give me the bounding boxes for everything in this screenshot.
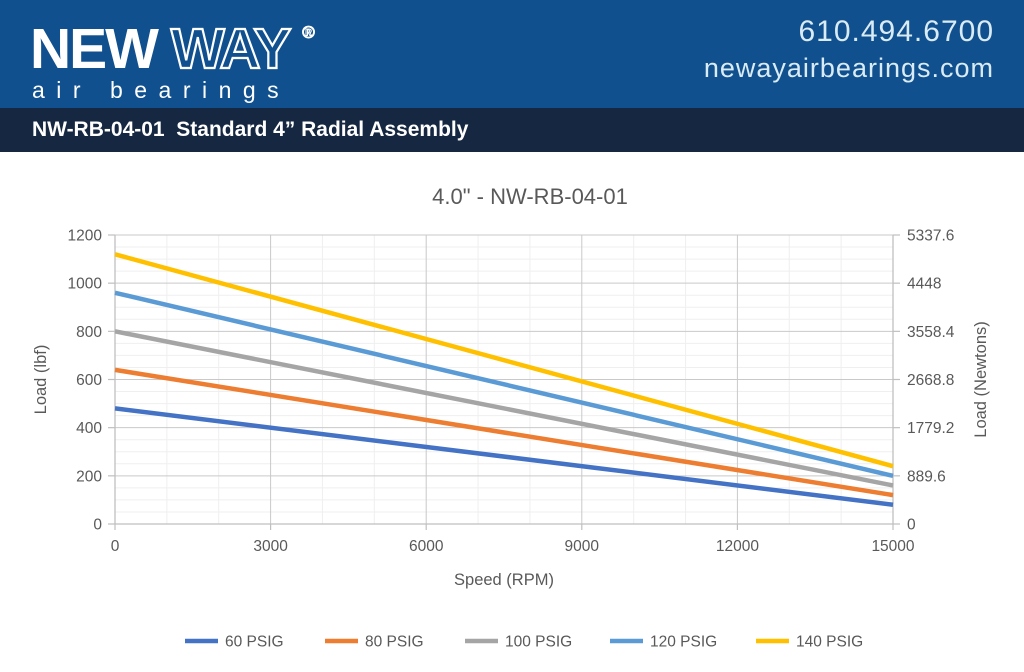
product-title: NW-RB-04-01 Standard 4” Radial Assembly — [32, 118, 469, 141]
logo-word-outline: WAY — [171, 17, 292, 81]
phone-number: 610.494.6700 — [798, 15, 994, 48]
y-tick-label-left: 0 — [93, 517, 102, 534]
y-tick-label-left: 400 — [76, 420, 102, 437]
legend-label-100-psig: 100 PSIG — [505, 634, 572, 651]
newway-logo: NEW WAY ® air bearings — [30, 16, 316, 103]
x-tick-label: 12000 — [716, 538, 759, 555]
x-tick-label: 15000 — [871, 538, 914, 555]
x-tick-label: 6000 — [409, 538, 444, 555]
x-axis-label: Speed (RPM) — [454, 571, 554, 589]
product-title-bar: NW-RB-04-01 Standard 4” Radial Assembly — [0, 108, 1024, 152]
header: NEW WAY ® air bearings 610.494.6700 newa… — [0, 0, 1024, 108]
series-line-60-psig — [114, 406, 894, 507]
chart-title: 4.0" - NW-RB-04-01 — [432, 184, 628, 209]
x-tick-label: 9000 — [565, 538, 600, 555]
y-tick-label-left: 1200 — [68, 228, 103, 245]
y-tick-label-right: 4448 — [907, 276, 941, 293]
chart-canvas: 0200400600800100012000889.61779.22668.83… — [32, 184, 990, 651]
legend-label-60-psig: 60 PSIG — [225, 634, 284, 651]
y-axis-label-left: Load (lbf) — [32, 345, 50, 415]
y-tick-label-left: 1000 — [68, 276, 103, 293]
x-tick-label: 3000 — [253, 538, 288, 555]
series-line-80-psig — [114, 367, 894, 498]
registered-trademark-symbol: ® — [302, 23, 315, 42]
series-line-120-psig — [114, 290, 894, 479]
y-tick-label-left: 600 — [76, 372, 102, 389]
logo-tagline: air bearings — [32, 77, 290, 103]
y-tick-label-left: 800 — [76, 324, 102, 341]
website-url: newayairbearings.com — [703, 53, 994, 84]
legend-label-80-psig: 80 PSIG — [365, 634, 424, 651]
logo-word-solid: NEW — [30, 17, 159, 81]
legend-label-140-psig: 140 PSIG — [796, 634, 863, 651]
legend-label-120-psig: 120 PSIG — [650, 634, 717, 651]
logo-wordmark: NEW WAY ® — [30, 17, 315, 81]
y-tick-label-left: 200 — [76, 468, 102, 485]
x-tick-label: 0 — [111, 538, 120, 555]
y-tick-label-right: 3558.4 — [907, 324, 955, 341]
y-tick-label-right: 889.6 — [907, 468, 946, 485]
y-tick-label-right: 2668.8 — [907, 372, 954, 389]
series-line-140-psig — [114, 252, 894, 469]
series-line-100-psig — [114, 329, 894, 488]
y-tick-label-right: 1779.2 — [907, 420, 954, 437]
header-contact: 610.494.6700 newayairbearings.com — [704, 0, 994, 86]
y-axis-label-right: Load (Newtons) — [972, 321, 990, 437]
y-tick-label-right: 5337.6 — [907, 228, 954, 245]
y-tick-label-right: 0 — [907, 517, 916, 534]
load-speed-chart: 0 200 400 600 800 1000 1200 0 889.6 1779.2 2668.8 3… — [0, 152, 1024, 672]
